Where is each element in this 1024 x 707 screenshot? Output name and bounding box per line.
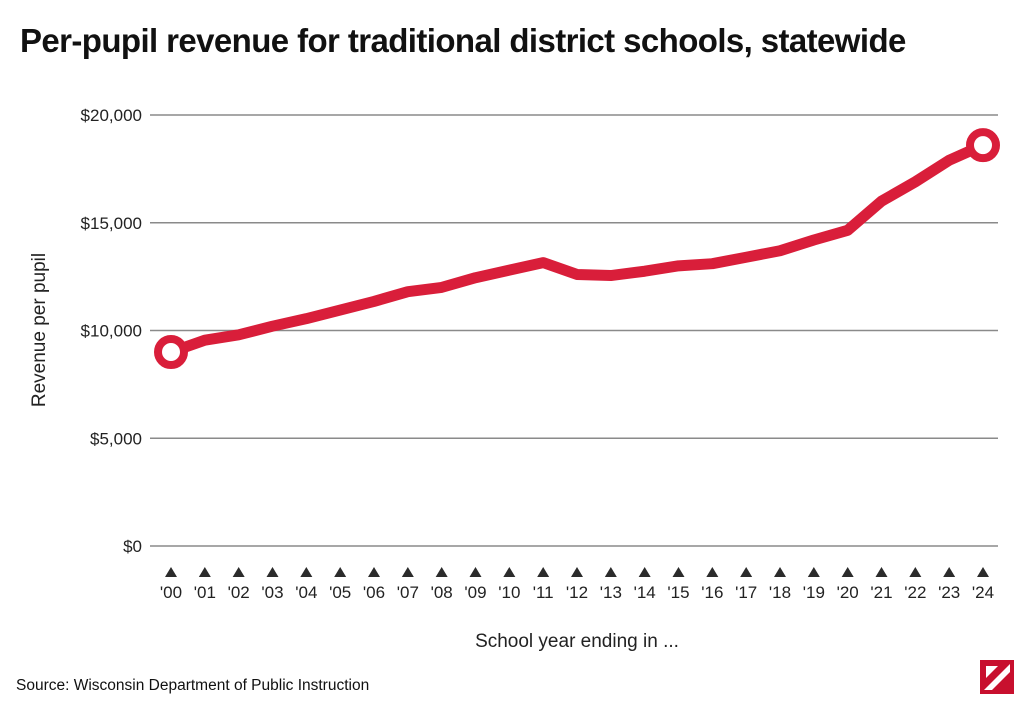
x-tick-label: '02	[228, 583, 250, 602]
x-tick-label: '20	[837, 583, 859, 602]
x-tick-marker	[774, 567, 786, 577]
x-tick-marker	[334, 567, 347, 577]
x-tick-marker	[909, 567, 922, 577]
x-tick-marker	[604, 567, 617, 577]
x-tick-label: '13	[600, 583, 622, 602]
x-axis-ticks: '00 '01 '02 '03 '04 '05 '06 '07 '08 '09 '10 '11 '12 '…	[160, 567, 994, 602]
x-tick-marker	[706, 567, 719, 577]
x-tick-marker	[807, 567, 820, 577]
x-tick-marker	[469, 567, 482, 577]
x-tick-marker	[232, 567, 245, 577]
x-tick-label: '17	[735, 583, 757, 602]
y-axis-label: Revenue per pupil	[29, 253, 50, 407]
end-point-marker	[966, 128, 1000, 163]
y-tick-label: $20,000	[81, 106, 142, 125]
x-tick-marker	[672, 567, 685, 577]
gridlines	[150, 114, 998, 547]
chart-title: Per-pupil revenue for traditional distri…	[20, 22, 906, 59]
y-axis-ticks: $0 $5,000 $10,000 $15,000 $20,000	[81, 106, 142, 556]
publisher-logo-icon	[980, 660, 1014, 694]
x-tick-marker	[943, 567, 956, 577]
x-tick-label: '01	[194, 583, 216, 602]
x-tick-label: '04	[295, 583, 317, 602]
x-tick-marker	[571, 567, 583, 577]
y-tick-label: $5,000	[90, 429, 142, 448]
y-tick-label: $0	[123, 537, 142, 556]
x-axis-label: School year ending in ...	[475, 631, 679, 652]
start-point-marker	[154, 335, 188, 370]
x-tick-label: '10	[498, 583, 520, 602]
x-tick-marker	[740, 567, 753, 577]
x-tick-marker	[435, 567, 448, 577]
x-tick-marker	[537, 567, 550, 577]
x-tick-label: '15	[667, 583, 689, 602]
x-tick-marker	[977, 567, 989, 577]
x-tick-marker	[503, 567, 516, 577]
x-tick-marker	[198, 567, 211, 577]
x-tick-label: '07	[397, 583, 419, 602]
y-tick-label: $15,000	[81, 214, 142, 233]
x-tick-label: '14	[634, 583, 656, 602]
x-tick-label: '00	[160, 583, 182, 602]
x-tick-label: '06	[363, 583, 385, 602]
x-tick-label: '19	[803, 583, 825, 602]
x-tick-label: '18	[769, 583, 791, 602]
x-tick-marker	[368, 567, 380, 577]
x-tick-marker	[266, 567, 279, 577]
x-tick-label: '16	[701, 583, 723, 602]
series-group	[154, 128, 1000, 370]
x-tick-marker	[841, 567, 854, 577]
x-tick-label: '22	[904, 583, 926, 602]
x-tick-marker	[300, 567, 313, 577]
x-tick-marker	[401, 567, 414, 577]
x-tick-marker	[875, 567, 888, 577]
x-tick-label: '09	[464, 583, 486, 602]
x-tick-label: '24	[972, 583, 994, 602]
y-tick-label: $10,000	[81, 322, 142, 341]
x-tick-marker	[638, 567, 651, 577]
x-tick-label: '12	[566, 583, 588, 602]
x-tick-label: '03	[261, 583, 283, 602]
x-tick-label: '23	[938, 583, 960, 602]
x-tick-label: '05	[329, 583, 351, 602]
series-line	[165, 139, 989, 358]
x-tick-label: '08	[431, 583, 453, 602]
x-tick-label: '11	[533, 583, 554, 602]
source-note: Source: Wisconsin Department of Public I…	[16, 677, 370, 694]
x-tick-marker	[165, 567, 177, 577]
x-tick-label: '21	[870, 583, 892, 602]
